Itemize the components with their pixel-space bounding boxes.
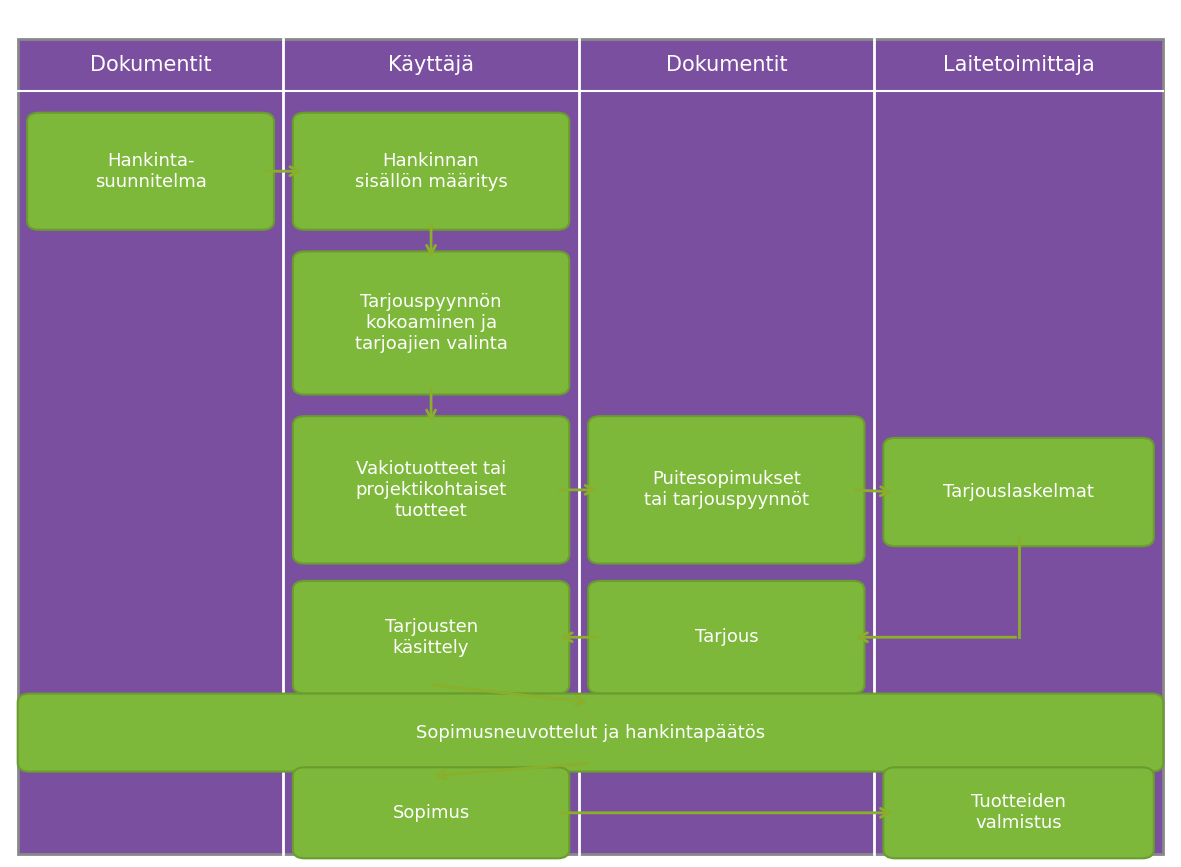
- Text: Tarjousten
käsittely: Tarjousten käsittely: [385, 618, 477, 656]
- Text: Puitesopimukset
tai tarjouspyynnöt: Puitesopimukset tai tarjouspyynnöt: [644, 471, 809, 509]
- Text: Vakiotuotteet tai
projektikohtaiset
tuotteet: Vakiotuotteet tai projektikohtaiset tuot…: [355, 460, 507, 519]
- Text: Hankinta-
suunnitelma: Hankinta- suunnitelma: [94, 152, 207, 191]
- Text: Tarjous: Tarjous: [694, 629, 758, 646]
- Text: Tarjouspyynnön
kokoaminen ja
tarjoajien valinta: Tarjouspyynnön kokoaminen ja tarjoajien …: [354, 293, 508, 353]
- FancyBboxPatch shape: [18, 694, 1163, 772]
- FancyBboxPatch shape: [293, 581, 569, 694]
- Text: Tuotteiden
valmistus: Tuotteiden valmistus: [971, 793, 1066, 832]
- Text: Laitetoimittaja: Laitetoimittaja: [942, 55, 1095, 75]
- FancyBboxPatch shape: [883, 767, 1154, 858]
- Text: Sopimus: Sopimus: [392, 804, 470, 822]
- FancyBboxPatch shape: [293, 767, 569, 858]
- FancyBboxPatch shape: [588, 416, 864, 564]
- Text: Tarjouslaskelmat: Tarjouslaskelmat: [944, 483, 1094, 501]
- FancyBboxPatch shape: [293, 113, 569, 230]
- FancyBboxPatch shape: [588, 581, 864, 694]
- Text: Sopimusneuvottelut ja hankintapäätös: Sopimusneuvottelut ja hankintapäätös: [416, 724, 765, 741]
- Text: Dokumentit: Dokumentit: [90, 55, 211, 75]
- Text: Hankinnan
sisällön määritys: Hankinnan sisällön määritys: [354, 152, 508, 191]
- FancyBboxPatch shape: [18, 39, 1163, 854]
- FancyBboxPatch shape: [293, 416, 569, 564]
- FancyBboxPatch shape: [293, 251, 569, 394]
- Text: Käyttäjä: Käyttäjä: [389, 55, 474, 75]
- FancyBboxPatch shape: [883, 438, 1154, 546]
- FancyBboxPatch shape: [27, 113, 274, 230]
- Text: Dokumentit: Dokumentit: [666, 55, 787, 75]
